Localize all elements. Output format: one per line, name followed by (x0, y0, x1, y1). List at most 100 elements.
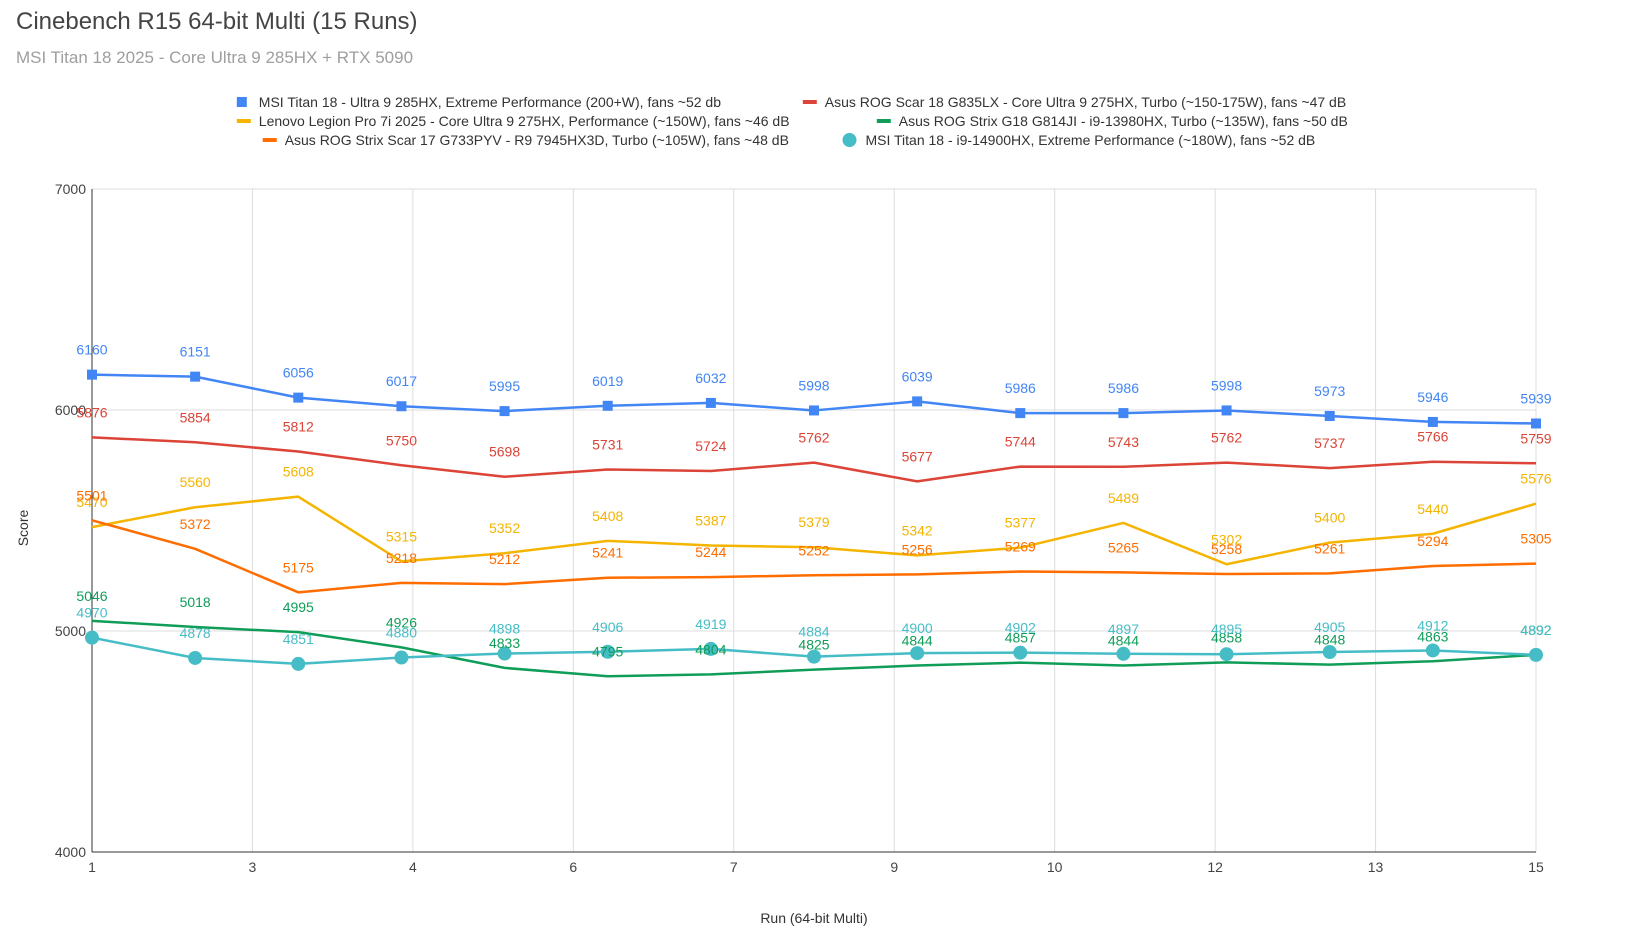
data-point (394, 650, 409, 665)
data-label: 5342 (902, 522, 933, 538)
legend-label: Asus ROG Scar 18 G835LX - Core Ultra 9 2… (825, 94, 1346, 110)
x-tick-label: 12 (1207, 859, 1223, 875)
data-label: 5995 (489, 378, 520, 394)
data-label: 6151 (180, 344, 211, 360)
legend-label: MSI Titan 18 - Ultra 9 285HX, Extreme Pe… (259, 94, 721, 110)
data-label: 5743 (1108, 434, 1139, 450)
data-label: 5372 (180, 516, 211, 532)
legend: MSI Titan 18 - Ultra 9 285HX, Extreme Pe… (236, 94, 1348, 148)
data-label: 4851 (283, 631, 314, 647)
data-point (1529, 647, 1543, 662)
data-label: 6056 (283, 365, 314, 381)
data-label: 5018 (180, 594, 211, 610)
data-label: 4906 (592, 619, 623, 635)
data-label: 5759 (1520, 430, 1551, 446)
data-point (912, 396, 923, 407)
data-point (85, 630, 99, 645)
series-6 (85, 630, 1543, 671)
legend-marker (876, 119, 891, 123)
y-tick-label: 4000 (55, 844, 86, 860)
data-label: 5258 (1211, 541, 1242, 557)
data-label: 4804 (695, 641, 726, 657)
data-label: 5305 (1520, 531, 1551, 547)
data-point (1118, 408, 1129, 419)
data-label: 4848 (1314, 632, 1345, 648)
data-label: 5265 (1108, 539, 1139, 555)
legend-item: MSI Titan 18 - Ultra 9 285HX, Extreme Pe… (236, 94, 721, 110)
data-point (497, 646, 512, 661)
data-label: 5854 (180, 409, 211, 425)
legend-label: Asus ROG Strix Scar 17 G733PYV - R9 7945… (285, 132, 789, 148)
series-4 (91, 619, 1537, 678)
data-label: 5302 (1211, 531, 1242, 547)
x-tick-label: 1 (88, 859, 96, 875)
data-label: 5576 (1520, 471, 1551, 487)
data-point (809, 405, 819, 416)
series-line (91, 495, 1537, 566)
legend-marker (236, 97, 247, 107)
data-label: 4970 (76, 605, 107, 621)
series-line (91, 519, 1537, 594)
series-5 (91, 519, 1537, 594)
data-label: 4880 (386, 625, 417, 641)
data-label: 5724 (695, 438, 726, 454)
data-label: 4995 (283, 599, 314, 615)
data-label: 5986 (1005, 380, 1036, 396)
y-axis-title: Score (15, 510, 31, 547)
data-label: 4825 (798, 637, 829, 653)
series-1 (87, 369, 1541, 429)
data-label: 5489 (1108, 490, 1139, 506)
data-label: 5608 (283, 464, 314, 480)
data-point (293, 392, 304, 403)
data-label: 5876 (76, 404, 107, 420)
data-label: 5812 (283, 419, 314, 435)
x-tick-label: 15 (1528, 859, 1544, 875)
data-point (396, 401, 407, 412)
data-label: 5737 (1314, 435, 1345, 451)
data-label: 4892 (1520, 622, 1551, 638)
data-label: 5241 (592, 545, 623, 561)
data-label: 4926 (386, 614, 417, 630)
data-point (602, 400, 613, 411)
data-label: 4844 (902, 632, 933, 648)
data-label: 5762 (798, 430, 829, 446)
legend-label: Lenovo Legion Pro 7i 2025 - Core Ultra 9… (259, 113, 790, 129)
series-line (91, 436, 1537, 483)
data-label: 5244 (695, 544, 726, 560)
legend-marker (262, 138, 277, 142)
data-label: 4912 (1417, 617, 1448, 633)
data-label: 6032 (695, 370, 726, 386)
data-label: 5973 (1314, 383, 1345, 399)
series-3 (91, 495, 1537, 566)
data-label: 5315 (386, 528, 417, 544)
data-label: 5470 (76, 494, 107, 510)
data-point (910, 646, 925, 661)
data-label: 6039 (902, 368, 933, 384)
data-point (87, 369, 97, 380)
data-point (1324, 410, 1335, 421)
data-label: 5946 (1417, 389, 1448, 405)
data-label: 5377 (1005, 515, 1036, 531)
data-label: 5986 (1108, 380, 1139, 396)
data-label: 5677 (902, 448, 933, 464)
data-label: 5175 (283, 559, 314, 575)
x-tick-label: 7 (730, 859, 738, 875)
data-point (1116, 646, 1131, 661)
data-point (1013, 645, 1028, 660)
legend-label: MSI Titan 18 - i9-14900HX, Extreme Perfo… (866, 132, 1316, 148)
series-line (91, 619, 1537, 678)
data-point (807, 649, 821, 664)
x-axis-title: Run (64-bit Multi) (760, 910, 867, 926)
data-label: 5400 (1314, 510, 1345, 526)
data-label: 4892 (1520, 622, 1551, 638)
data-label: 4858 (1211, 629, 1242, 645)
legend-marker (802, 100, 817, 104)
data-label: 6019 (592, 373, 623, 389)
x-tick-label: 10 (1047, 859, 1063, 875)
data-label: 5252 (798, 542, 829, 558)
data-point (600, 644, 615, 659)
data-point (705, 397, 716, 408)
legend-item: Asus ROG Strix G18 G814JI - i9-13980HX, … (876, 113, 1348, 129)
x-tick-label: 6 (569, 859, 577, 875)
